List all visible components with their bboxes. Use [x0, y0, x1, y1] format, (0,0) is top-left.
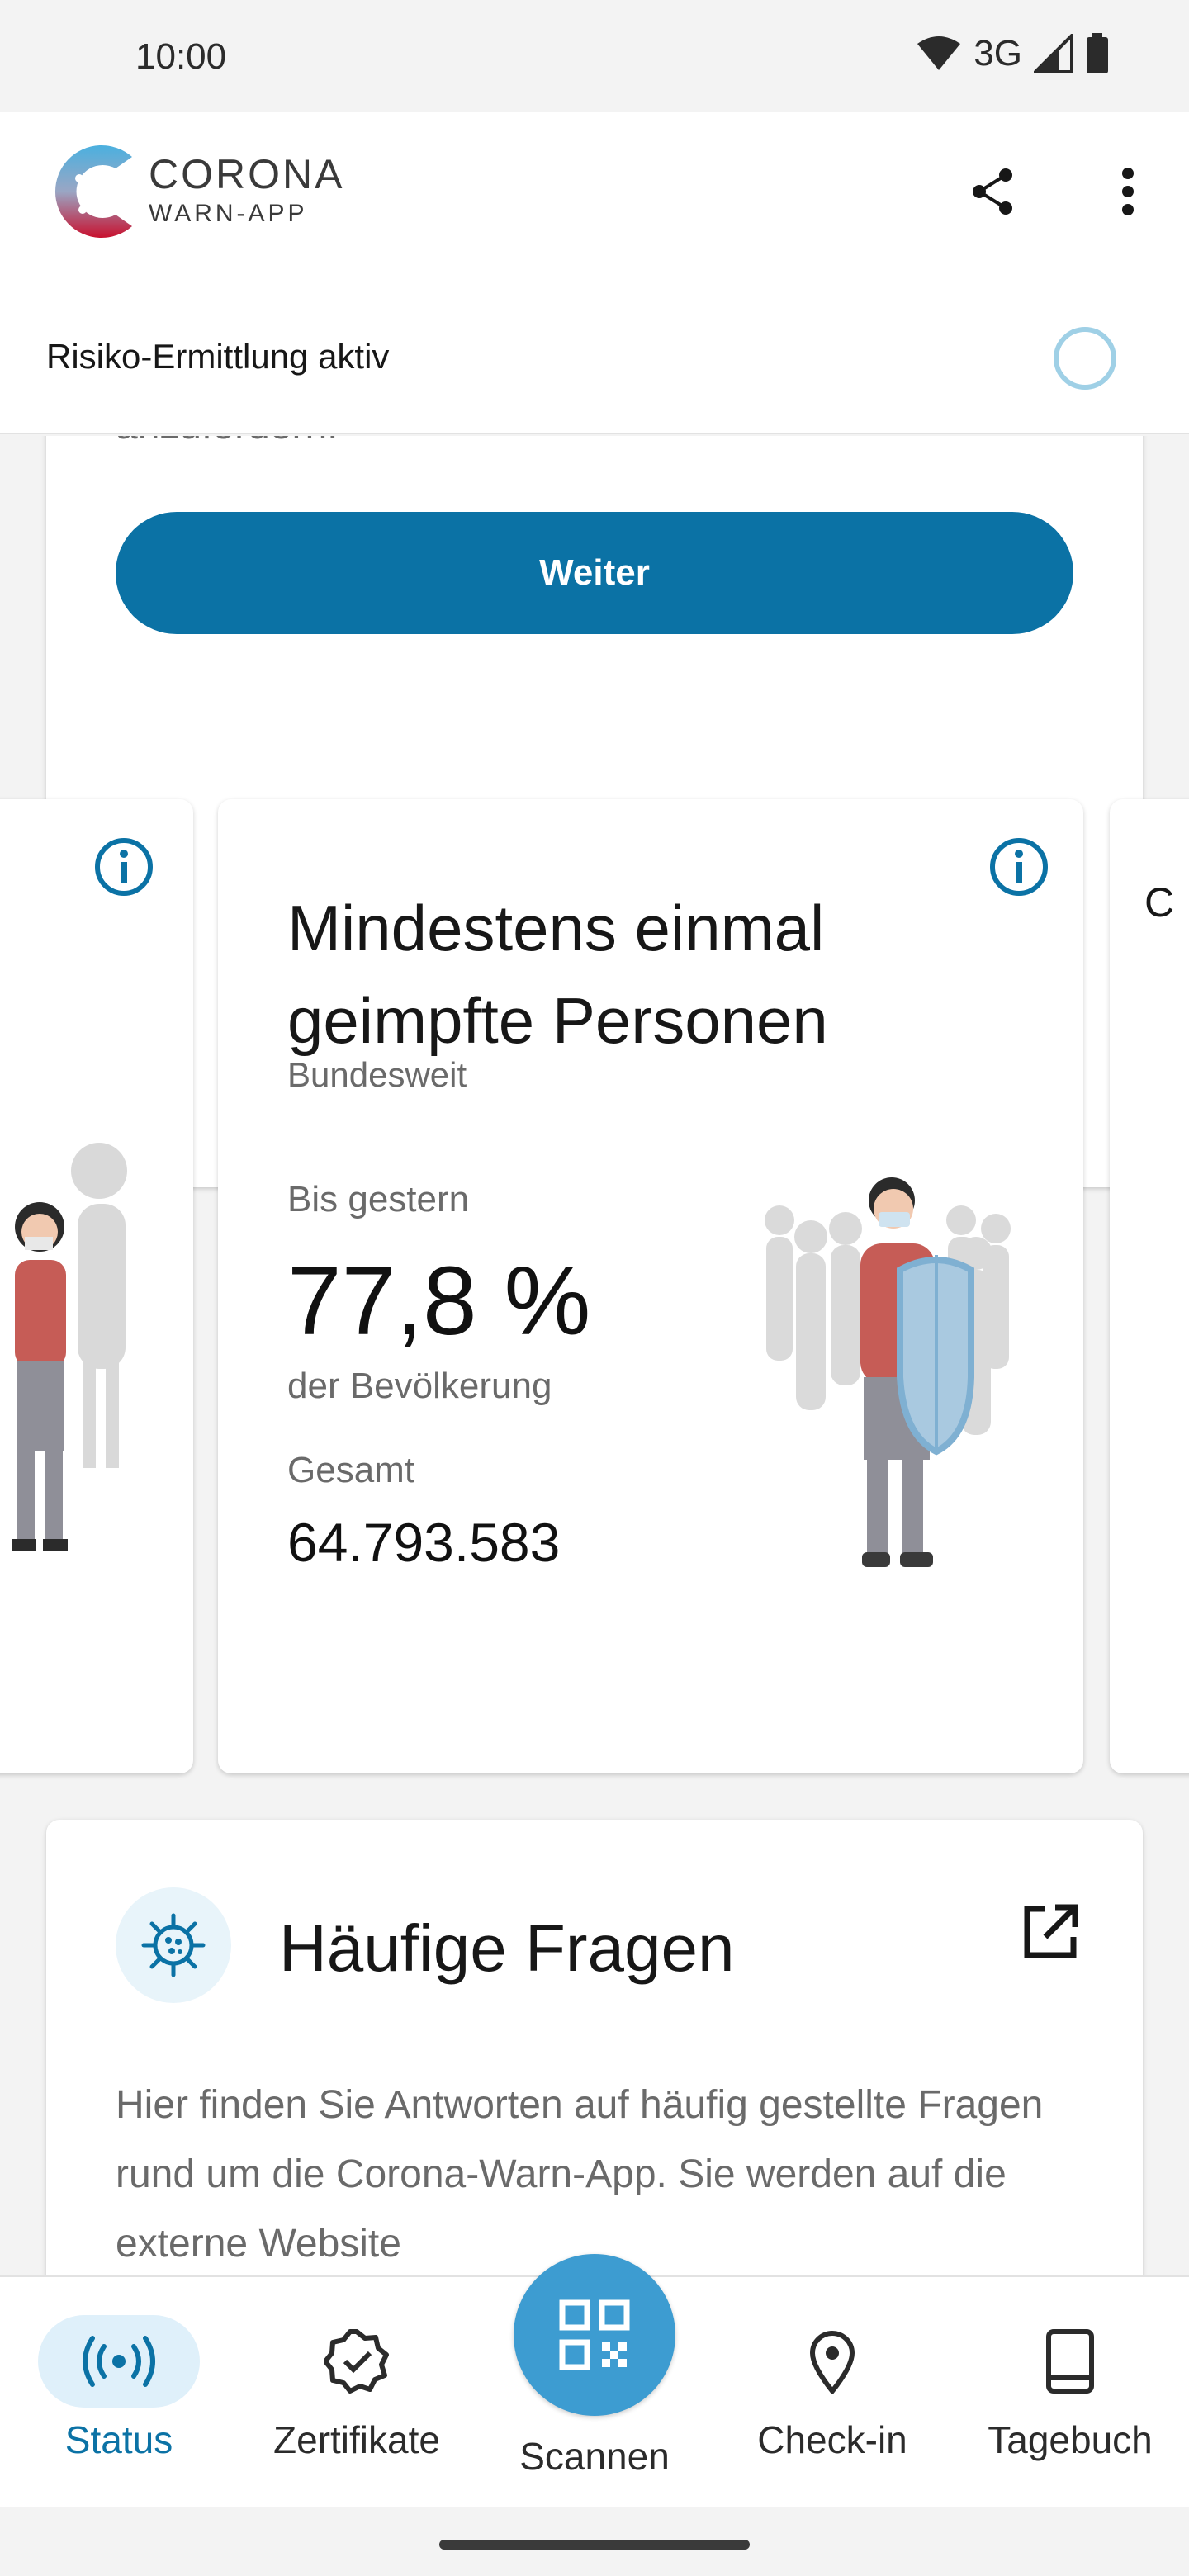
main-content[interactable]: anzufordern. Weiter	[0, 436, 1189, 2275]
nav-label-checkin: Check-in	[757, 2418, 907, 2461]
certificate-icon	[324, 2329, 389, 2394]
wifi-icon	[917, 36, 961, 70]
risk-progress-indicator	[1054, 327, 1116, 390]
location-pin-icon	[809, 2331, 855, 2394]
nav-label-diary: Tagebuch	[988, 2418, 1153, 2461]
statistic-total-label: Gesamt	[287, 1450, 415, 1490]
brand-subname: WARN-APP	[149, 200, 308, 227]
info-icon[interactable]	[988, 836, 1050, 898]
brand-name: CORONA	[149, 151, 345, 197]
faq-title: Häufige Fragen	[279, 1911, 735, 1985]
signal-icon	[1034, 34, 1073, 73]
external-link-icon[interactable]	[1017, 1899, 1083, 1965]
faq-card[interactable]: Häufige Fragen Hier finden Sie Antworten…	[46, 1820, 1143, 2275]
gesture-navigation-area	[0, 2507, 1189, 2576]
app-header: CORONA WARN-APP Risiko-Ermittlung aktiv	[0, 112, 1189, 434]
statistic-title: Mindestens einmal geimpfte Personen	[287, 892, 828, 1057]
share-button[interactable]	[964, 162, 1024, 221]
status-icons: 3G	[916, 33, 1110, 74]
nav-active-indicator	[38, 2315, 200, 2408]
home-gesture-bar[interactable]	[439, 2540, 750, 2550]
virus-icon	[141, 1913, 206, 1977]
people-illustration	[12, 1143, 127, 1551]
next-card-title-fragment: C	[1144, 879, 1175, 926]
nav-tab-certificates[interactable]: Zertifikate	[238, 2277, 476, 2508]
nav-tab-status[interactable]: Status	[0, 2277, 238, 2508]
statistic-total-value: 64.793.583	[287, 1512, 561, 1573]
system-status-bar: 10:00 3G	[0, 0, 1189, 112]
faq-icon-badge	[116, 1887, 231, 2003]
risk-status-label: Risiko-Ermittlung aktiv	[46, 337, 390, 376]
nav-tab-diary[interactable]: Tagebuch	[951, 2277, 1189, 2508]
statistics-card-previous[interactable]	[0, 799, 193, 1773]
statistic-percent-caption: der Bevölkerung	[287, 1366, 552, 1406]
continue-button[interactable]: Weiter	[116, 512, 1073, 634]
statistics-card-vaccinated[interactable]: Mindestens einmal geimpfte Personen Bund…	[218, 799, 1083, 1773]
nav-label-certificates: Zertifikate	[273, 2418, 440, 2461]
more-vert-icon	[1122, 168, 1134, 215]
nav-tab-checkin[interactable]: Check-in	[713, 2277, 951, 2508]
card-tail-text: anzufordern.	[116, 436, 339, 448]
nav-label-scan[interactable]: Scannen	[519, 2435, 670, 2478]
faq-description: Hier finden Sie Antworten auf häufig ges…	[116, 2083, 1044, 2266]
qr-code-icon	[559, 2299, 630, 2370]
status-time: 10:00	[135, 36, 227, 77]
nav-label-status: Status	[64, 2418, 173, 2461]
corona-warn-app-logo	[54, 145, 132, 238]
scan-qr-button[interactable]	[514, 2254, 675, 2416]
share-icon	[973, 168, 1012, 215]
network-type: 3G	[973, 33, 1022, 73]
statistic-percent-value: 77,8 %	[287, 1247, 591, 1356]
statistic-region: Bundesweit	[287, 1055, 467, 1094]
vaccinated-person-shield-illustration	[765, 1177, 1011, 1567]
overflow-menu-button[interactable]	[1098, 162, 1158, 221]
statistics-card-next[interactable]: C	[1110, 799, 1189, 1773]
book-icon	[1046, 2329, 1094, 2394]
broadcast-icon	[83, 2336, 155, 2387]
info-icon[interactable]	[92, 836, 155, 898]
statistic-period-label: Bis gestern	[287, 1179, 470, 1219]
battery-icon	[1087, 33, 1108, 73]
